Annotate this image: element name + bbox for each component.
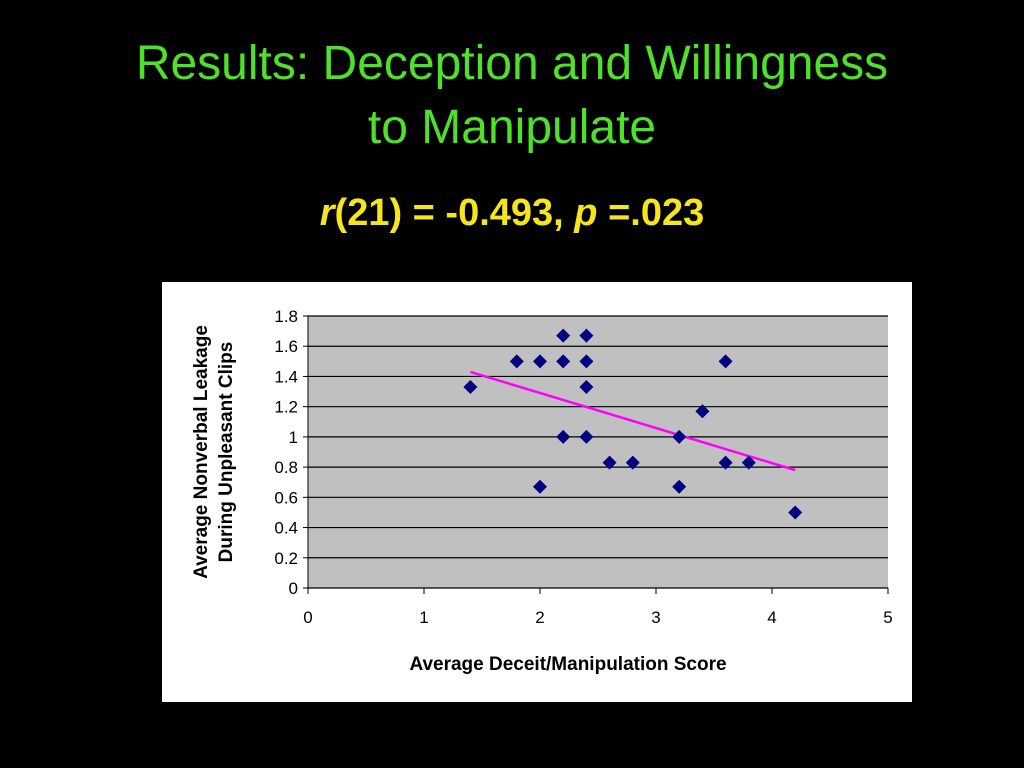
data-point-diamond bbox=[579, 328, 594, 343]
x-axis-label: Average Deceit/Manipulation Score bbox=[409, 654, 726, 675]
axes bbox=[303, 315, 889, 594]
x-tick-label: 2 bbox=[535, 608, 544, 627]
x-tick-label: 4 bbox=[767, 608, 776, 627]
chart-panel: 0 0.2 0.4 0.6 0.8 1 1.2 1.4 1.6 1.8 0 1 2 3 4 5 Averag… bbox=[162, 282, 912, 702]
data-point-diamond bbox=[579, 354, 594, 369]
data-point-diamond bbox=[556, 328, 571, 343]
y-tick-label: 0 bbox=[289, 579, 298, 598]
data-points bbox=[463, 328, 803, 520]
y-tick-label: 1.2 bbox=[274, 398, 298, 417]
gridlines bbox=[308, 315, 888, 589]
data-point-diamond bbox=[695, 404, 710, 419]
data-point-diamond bbox=[672, 429, 687, 444]
x-tick-labels: 0 1 2 3 4 5 bbox=[303, 608, 892, 627]
y-tick-label: 0.4 bbox=[274, 519, 298, 538]
data-point-diamond bbox=[533, 354, 547, 369]
data-point-diamond bbox=[579, 380, 594, 395]
data-point-diamond bbox=[463, 380, 478, 395]
data-point-diamond bbox=[672, 479, 687, 494]
y-tick-label: 1.8 bbox=[274, 307, 298, 326]
y-tick-label: 1 bbox=[289, 428, 298, 447]
trendline bbox=[470, 370, 796, 472]
y-tick-label: 0.6 bbox=[274, 488, 298, 507]
x-tick-label: 1 bbox=[419, 608, 428, 627]
data-point-diamond bbox=[602, 455, 617, 470]
y-tick-label: 1.6 bbox=[274, 337, 298, 356]
slide-title: Results: Deception and Willingness to Ma… bbox=[0, 32, 1024, 160]
data-point-diamond bbox=[741, 455, 756, 470]
x-tick-label: 5 bbox=[883, 608, 892, 627]
r-symbol: r bbox=[319, 192, 335, 234]
plot-area bbox=[308, 316, 888, 588]
p-symbol: p bbox=[574, 192, 598, 234]
y-tick-label: 0.2 bbox=[274, 549, 298, 568]
y-tick-label: 1.4 bbox=[274, 367, 298, 386]
trendline-group bbox=[470, 370, 796, 472]
data-point-diamond bbox=[625, 455, 640, 470]
p-value-text: =.023 bbox=[597, 192, 705, 234]
data-point-diamond bbox=[556, 429, 571, 444]
data-point-diamond bbox=[509, 354, 524, 369]
slide-title-line-2: to Manipulate bbox=[367, 101, 657, 154]
y-tick-labels: 0 0.2 0.4 0.6 0.8 1 1.2 1.4 1.6 1.8 bbox=[274, 307, 298, 598]
y-axis-label-line-2: During Unpleasant Clips bbox=[216, 342, 237, 563]
data-point-diamond bbox=[533, 479, 547, 494]
x-tick-label: 0 bbox=[303, 608, 312, 627]
r-value-text: (21) = -0.493, bbox=[334, 192, 575, 234]
correlation-statistic: r(21) = -0.493, p =.023 bbox=[0, 188, 1024, 238]
scatter-chart: 0 0.2 0.4 0.6 0.8 1 1.2 1.4 1.6 1.8 0 1 2 3 4 5 Averag… bbox=[191, 307, 893, 675]
data-point-diamond bbox=[788, 505, 803, 520]
data-point-diamond bbox=[718, 455, 733, 470]
y-axis-label-line-1: Average Nonverbal Leakage bbox=[191, 325, 212, 579]
slide-title-line-1: Results: Deception and Willingness bbox=[135, 37, 889, 90]
x-tick-label: 3 bbox=[651, 608, 660, 627]
y-tick-label: 0.8 bbox=[274, 458, 298, 477]
data-point-diamond bbox=[556, 354, 571, 369]
data-point-diamond bbox=[718, 354, 733, 369]
data-point-diamond bbox=[579, 429, 594, 444]
